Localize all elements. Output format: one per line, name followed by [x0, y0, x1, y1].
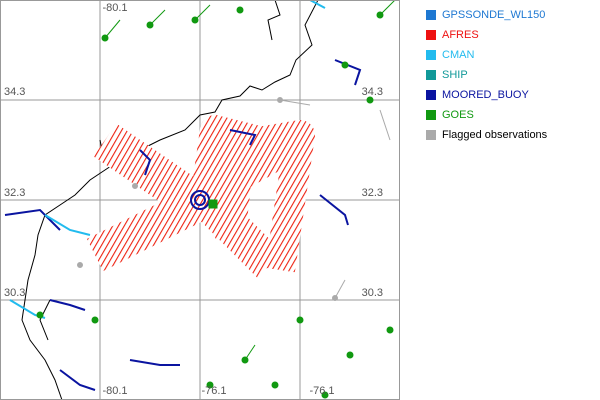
legend-label: SHIP: [442, 69, 468, 81]
lat-label: 30.3: [362, 287, 383, 299]
legend-label: GPSSONDE_WL150: [442, 9, 545, 21]
legend-label: MOORED_BUOY: [442, 89, 529, 101]
lat-label: 32.3: [4, 187, 25, 199]
legend-swatch: [426, 130, 436, 140]
lat-label: 34.3: [4, 86, 25, 98]
buoy-markers: [4, 59, 362, 391]
legend: GPSSONDE_WL150 AFRES CMAN SHIP MOORED_BUOY GO…: [426, 9, 548, 141]
lon-label: -76.1: [201, 385, 226, 397]
flagged-markers: [77, 97, 391, 301]
goes-markers: [36, 0, 396, 399]
legend-swatch: [426, 10, 436, 20]
legend-label: AFRES: [442, 29, 479, 41]
legend-swatch: [426, 110, 436, 120]
lat-label: 30.3: [4, 287, 25, 299]
legend-swatch: [426, 50, 436, 60]
lat-label: 34.3: [362, 86, 383, 98]
legend-label: Flagged observations: [442, 129, 548, 141]
legend-label: CMAN: [442, 49, 474, 61]
lon-label: -80.1: [102, 2, 127, 14]
legend-swatch: [426, 30, 436, 40]
lon-label: -76.1: [309, 385, 334, 397]
lat-label: 32.3: [362, 187, 383, 199]
legend-label: GOES: [442, 109, 474, 121]
lon-label: -80.1: [102, 385, 127, 397]
legend-swatch: [426, 90, 436, 100]
legend-swatch: [426, 70, 436, 80]
